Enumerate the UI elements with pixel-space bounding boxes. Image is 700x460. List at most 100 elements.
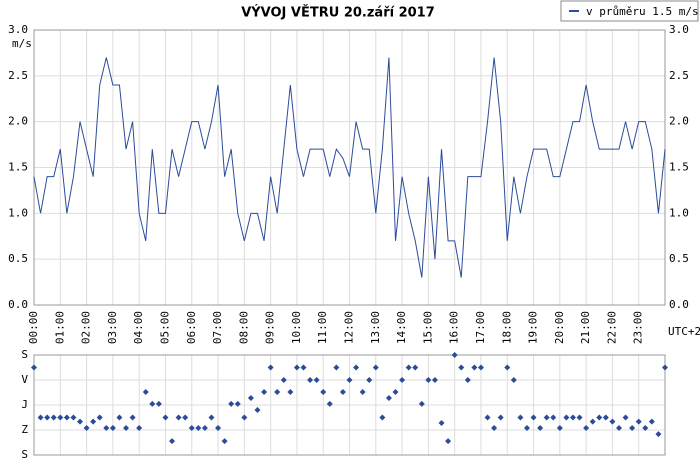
point — [247, 395, 254, 402]
point — [90, 418, 97, 425]
y-tick-label: 0.0 — [8, 298, 28, 311]
point — [602, 414, 609, 421]
point — [208, 414, 215, 421]
y-tick-label: 1.5 — [8, 161, 28, 174]
point — [385, 395, 392, 402]
point — [339, 388, 346, 395]
y-axis-label: m/s — [12, 37, 32, 50]
point — [169, 438, 176, 445]
point — [648, 418, 655, 425]
point — [287, 388, 294, 395]
point — [300, 364, 307, 371]
point — [201, 425, 208, 432]
y-tick-label: S — [21, 348, 28, 361]
x-tick-label: 07:00 — [211, 311, 224, 344]
point — [662, 364, 668, 371]
y-tick-label-right: 2.5 — [669, 69, 689, 82]
point — [116, 414, 123, 421]
point — [583, 425, 590, 432]
point — [563, 414, 570, 421]
y-tick-label: 0.5 — [8, 252, 28, 265]
y-tick-label: 3.0 — [8, 23, 28, 36]
point — [510, 377, 517, 383]
point — [412, 364, 419, 371]
data-line — [33, 57, 666, 278]
y-tick-label: V — [21, 373, 28, 386]
y-tick-label: J — [21, 398, 28, 411]
x-tick-label: 05:00 — [158, 311, 171, 344]
point — [642, 425, 649, 432]
point — [609, 418, 616, 425]
x-tick-label: 06:00 — [185, 311, 198, 344]
x-tick-label: 17:00 — [474, 311, 487, 344]
point — [530, 414, 537, 421]
x-tick-label: 19:00 — [527, 311, 540, 344]
point — [215, 425, 222, 432]
legend-box — [560, 0, 699, 22]
point — [123, 425, 130, 432]
y-tick-label: S — [21, 448, 28, 460]
point — [221, 438, 228, 445]
point — [63, 414, 70, 421]
point — [228, 400, 235, 407]
point — [155, 400, 162, 407]
point — [471, 364, 478, 371]
point — [353, 364, 360, 371]
point — [241, 414, 248, 421]
point — [142, 388, 149, 395]
point — [50, 414, 57, 421]
point — [149, 400, 156, 407]
point — [399, 377, 406, 383]
point — [313, 377, 320, 383]
point — [504, 364, 511, 371]
x-tick-label: 23:00 — [632, 311, 645, 344]
y-tick-label: Z — [21, 423, 28, 436]
point — [109, 425, 116, 432]
point — [37, 414, 44, 421]
point — [635, 418, 642, 425]
chart-title: VÝVOJ VĚTRU 20.září 2017 — [241, 5, 435, 21]
point — [359, 388, 366, 395]
legend — [560, 0, 699, 22]
point — [589, 418, 596, 425]
x-axis-label: UTC+2 — [668, 325, 700, 338]
x-tick-label: 22:00 — [605, 311, 618, 344]
point — [484, 414, 491, 421]
x-tick-label: 11:00 — [316, 311, 329, 344]
point — [293, 364, 300, 371]
point — [280, 377, 287, 383]
point — [392, 388, 399, 395]
point — [195, 425, 202, 432]
point — [372, 364, 379, 371]
point — [57, 414, 64, 421]
point — [234, 400, 241, 407]
point — [451, 352, 458, 358]
x-tick-label: 02:00 — [80, 311, 93, 344]
point — [326, 400, 333, 407]
x-tick-label: 10:00 — [290, 311, 303, 344]
point — [569, 414, 576, 421]
x-tick-label: 04:00 — [132, 311, 145, 344]
x-tick-label: 03:00 — [106, 311, 119, 344]
point — [431, 377, 438, 383]
point — [556, 425, 563, 432]
point — [346, 377, 353, 383]
point — [596, 414, 603, 421]
point — [445, 438, 452, 445]
plot-frame — [33, 29, 666, 306]
point — [491, 425, 498, 432]
point — [543, 414, 550, 421]
point — [83, 425, 90, 432]
legend-label: v průměru 1.5 m/s — [586, 5, 699, 18]
y-tick-label-right: 0.0 — [669, 298, 689, 311]
point — [537, 425, 544, 432]
x-tick-label: 01:00 — [53, 311, 66, 344]
x-tick-label: 18:00 — [500, 311, 513, 344]
point — [405, 364, 412, 371]
point — [320, 388, 327, 395]
point — [550, 414, 557, 421]
point — [425, 377, 432, 383]
x-tick-label: 08:00 — [237, 311, 250, 344]
point — [458, 364, 465, 371]
point — [136, 425, 143, 432]
